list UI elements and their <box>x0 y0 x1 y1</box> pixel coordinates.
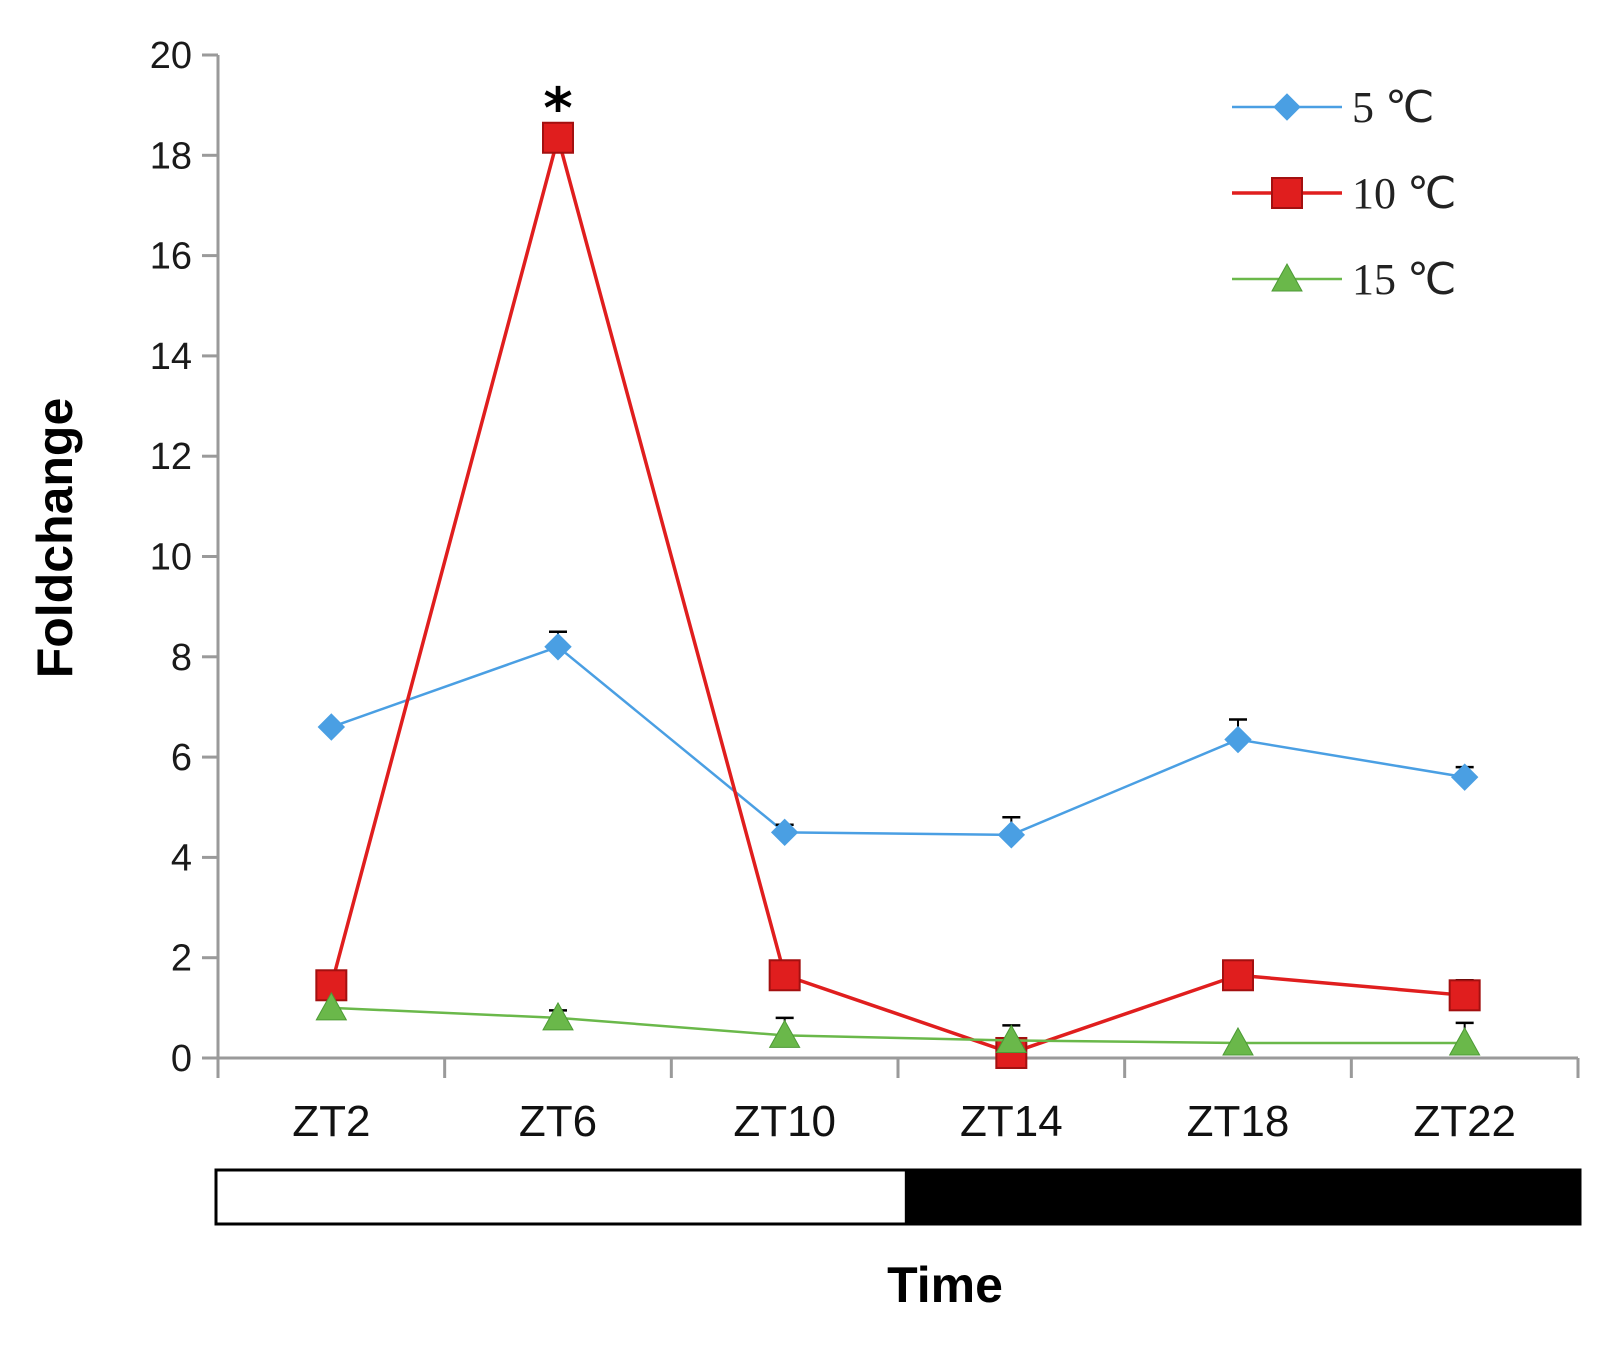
legend-label: 5 ℃ <box>1352 83 1434 132</box>
data-point <box>995 1024 1028 1053</box>
x-tick-label: ZT14 <box>960 1097 1063 1146</box>
y-tick-label: 14 <box>150 336 192 378</box>
y-tick-label: 0 <box>171 1038 192 1080</box>
y-tick-label: 18 <box>150 135 192 177</box>
data-point <box>317 713 346 741</box>
y-tick-label: 2 <box>171 938 192 980</box>
data-point <box>1222 959 1254 992</box>
y-tick-label: 4 <box>171 837 192 879</box>
data-point <box>1271 177 1303 209</box>
series-line <box>330 645 1465 837</box>
axes-layer: 0 2 4 6 8 10 12 14 16 18 20 ZT2 ZT6 ZT10 ZT14 ZT18 ZT22 <box>150 35 1580 1146</box>
data-point <box>315 969 348 1002</box>
data-point <box>544 633 572 661</box>
data-point <box>997 821 1026 849</box>
data-point <box>1224 725 1252 754</box>
legend-label: 15 ℃ <box>1352 255 1456 304</box>
y-tick-label: 8 <box>171 637 192 679</box>
data-point <box>1448 979 1481 1012</box>
x-axis-title: Time <box>887 1257 1003 1313</box>
y-tick-label: 16 <box>150 236 192 278</box>
series-line <box>331 1006 1465 1045</box>
significance-annotation: * <box>543 77 572 142</box>
light-dark-bar <box>214 1168 1582 1226</box>
series-layer: * <box>315 77 1481 1069</box>
series <box>315 991 1481 1056</box>
data-point <box>542 121 574 154</box>
y-tick-label: 10 <box>150 537 192 579</box>
series-line <box>329 131 1465 1055</box>
dark-phase-segment <box>904 1170 1580 1224</box>
x-tick-label: ZT18 <box>1187 1097 1290 1146</box>
legend-item: 15 ℃ <box>1232 255 1456 304</box>
x-tick-label: ZT2 <box>292 1097 370 1146</box>
light-phase-segment <box>216 1170 905 1224</box>
x-tick-label: ZT10 <box>733 1097 836 1146</box>
data-point <box>542 1001 574 1031</box>
legend-label: 10 ℃ <box>1352 169 1456 218</box>
y-tick-label: 6 <box>171 737 192 779</box>
series <box>315 121 1481 1069</box>
x-tick-label: ZT6 <box>519 1097 597 1146</box>
legend: 5 ℃ 10 ℃ 15 ℃ <box>1232 83 1456 304</box>
data-point <box>1271 262 1303 292</box>
y-tick-label: 12 <box>150 436 192 478</box>
y-tick-label: 20 <box>150 35 192 77</box>
data-point <box>768 959 801 992</box>
x-tick-label: ZT22 <box>1413 1097 1516 1146</box>
light-dark-bar-border <box>214 1168 1582 1226</box>
data-point <box>1273 93 1301 121</box>
y-axis-title: Foldchange <box>27 398 83 679</box>
data-point <box>1222 1026 1254 1056</box>
data-point <box>315 991 348 1021</box>
data-point <box>768 1019 801 1048</box>
legend-item: 5 ℃ <box>1232 83 1434 132</box>
data-point <box>770 818 799 847</box>
legend-item: 10 ℃ <box>1232 169 1456 218</box>
data-point <box>1450 763 1479 791</box>
data-point <box>1448 1026 1481 1056</box>
series <box>317 630 1479 849</box>
